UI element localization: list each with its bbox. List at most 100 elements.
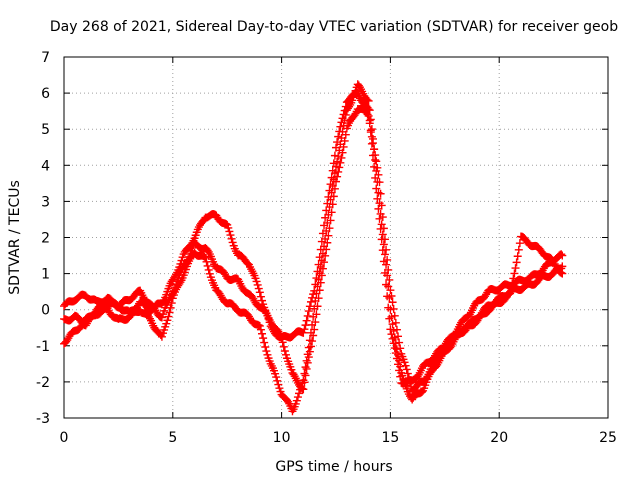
data-point	[254, 284, 263, 293]
data-point	[271, 369, 280, 378]
data-point	[433, 360, 442, 369]
series-track-3	[60, 89, 567, 388]
y-tick-label: -2	[36, 375, 50, 391]
data-point	[364, 96, 373, 105]
data-point	[280, 346, 289, 355]
data-point	[305, 302, 314, 311]
data-point	[514, 245, 523, 254]
data-point	[333, 138, 342, 147]
data-point	[327, 173, 336, 182]
data-point	[515, 239, 524, 248]
data-point	[335, 127, 344, 136]
x-tick-label: 25	[599, 430, 617, 446]
data-point	[387, 330, 396, 339]
data-point	[321, 213, 330, 222]
data-point	[157, 313, 166, 322]
y-tick-label: 4	[41, 158, 50, 174]
data-point	[300, 369, 309, 378]
x-tick-label: 20	[490, 430, 508, 446]
x-axis-label: GPS time / hours	[275, 459, 392, 475]
data-point	[401, 361, 410, 370]
data-point	[384, 303, 393, 312]
data-point	[378, 230, 387, 239]
data-point	[558, 269, 567, 278]
data-point	[385, 314, 394, 323]
data-point	[366, 128, 375, 137]
data-point	[225, 227, 234, 236]
data-point	[368, 134, 377, 143]
data-point	[258, 296, 267, 305]
data-point	[372, 184, 381, 193]
data-point	[323, 199, 332, 208]
data-point	[264, 314, 273, 323]
data-point	[252, 277, 261, 286]
data-point	[557, 250, 566, 259]
data-point	[304, 307, 313, 316]
data-point	[375, 214, 384, 223]
data-point	[227, 234, 236, 243]
data-point	[368, 151, 377, 160]
data-point	[371, 156, 380, 165]
data-point	[363, 103, 372, 112]
data-point	[166, 303, 175, 312]
data-point	[382, 280, 391, 289]
y-tick-label: -1	[36, 339, 50, 355]
data-point	[334, 132, 343, 141]
y-tick-label: 7	[41, 50, 50, 66]
data-point	[363, 110, 372, 119]
data-point	[260, 338, 269, 347]
data-point	[379, 257, 388, 266]
data-point	[255, 321, 264, 330]
data-point	[324, 192, 333, 201]
data-point	[256, 292, 265, 301]
data-point	[377, 220, 386, 229]
data-point	[293, 393, 302, 402]
data-point	[388, 334, 397, 343]
data-point	[281, 350, 290, 359]
data-point	[374, 204, 383, 213]
data-point	[337, 118, 346, 127]
data-point	[506, 289, 515, 298]
data-point	[388, 320, 397, 329]
data-point	[316, 245, 325, 254]
data-point	[303, 350, 312, 359]
data-point	[301, 371, 310, 380]
data-point	[318, 229, 327, 238]
data-point	[371, 173, 380, 182]
data-point	[402, 365, 411, 374]
data-point	[558, 251, 567, 260]
data-point	[176, 278, 185, 287]
data-point	[164, 312, 173, 321]
data-point	[389, 339, 398, 348]
data-point	[302, 356, 311, 365]
data-point	[370, 145, 379, 154]
data-point	[379, 240, 388, 249]
data-point	[317, 237, 326, 246]
data-point	[320, 221, 329, 230]
data-point	[378, 246, 387, 255]
data-point	[329, 159, 338, 168]
data-point	[339, 110, 348, 119]
data-point	[366, 115, 375, 124]
data-point	[157, 332, 166, 341]
data-point	[306, 297, 315, 306]
data-point	[310, 286, 319, 295]
y-tick-label: 2	[41, 231, 50, 247]
data-point	[465, 310, 474, 319]
y-tick-label: -3	[36, 411, 50, 427]
data-point	[272, 373, 281, 382]
data-point	[295, 389, 304, 398]
data-point	[265, 318, 274, 327]
x-tick-label: 15	[381, 430, 399, 446]
data-point	[380, 268, 389, 277]
data-point	[311, 280, 320, 289]
data-point	[310, 304, 319, 313]
data-point	[296, 385, 305, 394]
data-point	[332, 143, 340, 152]
data-point	[372, 166, 381, 175]
x-tick-label: 5	[168, 430, 177, 446]
data-point	[205, 269, 214, 278]
data-point	[262, 347, 271, 356]
data-point	[253, 280, 262, 289]
data-point	[259, 334, 268, 343]
